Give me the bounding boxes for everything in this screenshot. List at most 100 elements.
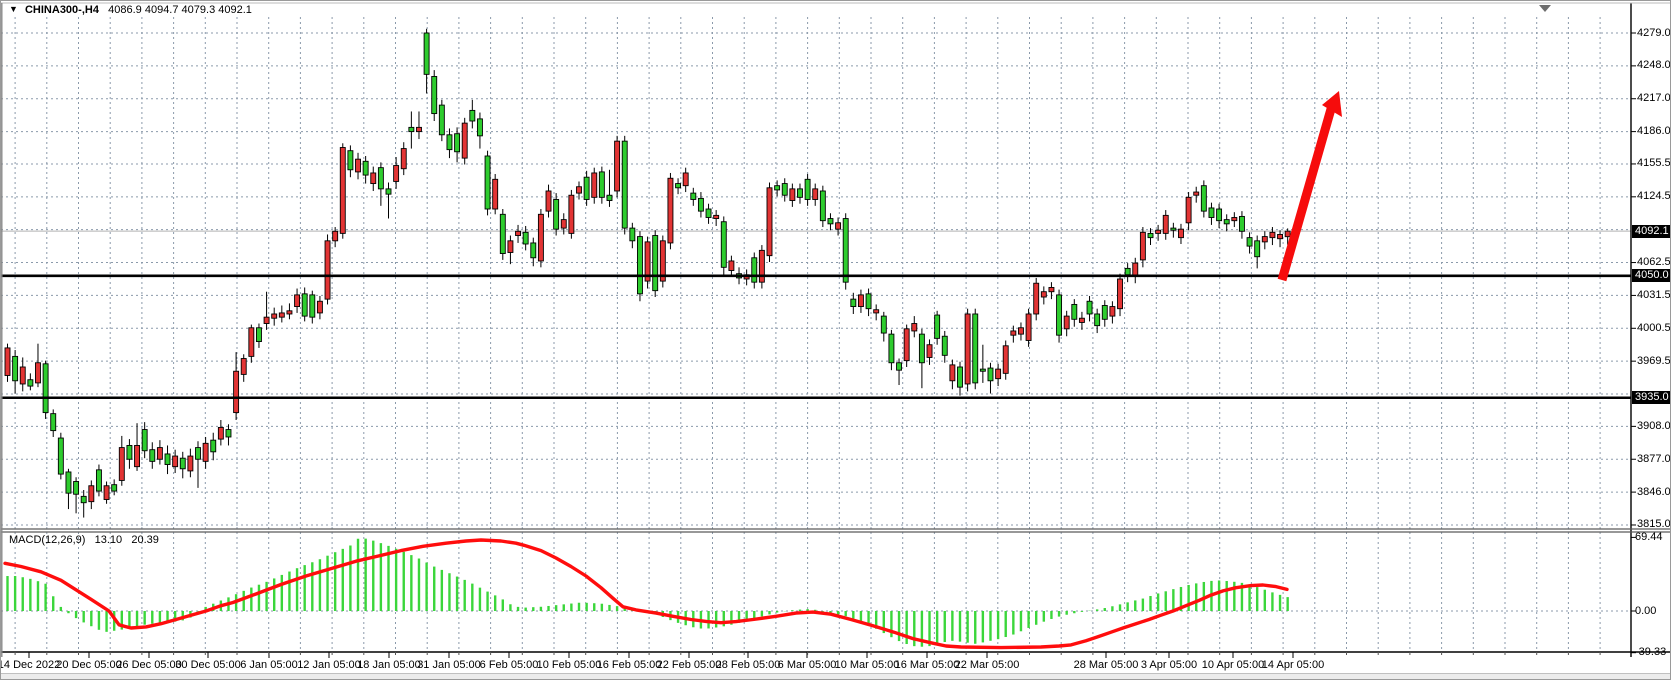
candle-down [979, 368, 986, 372]
price-axis-label: 3815.0 [1637, 518, 1671, 531]
candle-down [781, 183, 788, 196]
candle-down [850, 298, 857, 308]
candle-down [637, 236, 643, 295]
candle-down [606, 194, 613, 201]
candle-down [1124, 267, 1131, 276]
structure-lines [1, 274, 1631, 400]
candle-up [873, 309, 880, 314]
time-axis-label: 10 Mar 05:00 [834, 659, 900, 671]
macd-main-value: 13.10 [94, 534, 123, 546]
candle-down [1216, 208, 1223, 222]
trend-arrow-head [1322, 91, 1342, 117]
candle-down [530, 242, 537, 259]
price-axis-label: 4062.5 [1637, 256, 1671, 269]
candle-down [12, 355, 19, 382]
candle-up [1025, 313, 1032, 341]
price-axis-label: 3908.0 [1637, 419, 1671, 432]
candle-down [50, 413, 57, 432]
candle-down [583, 176, 590, 200]
candle-down [1254, 240, 1261, 258]
candle-up [1002, 345, 1009, 374]
candle-down [697, 197, 704, 212]
candle-up [172, 455, 179, 468]
time-axis-label: 3 Apr 05:00 [1140, 659, 1198, 671]
candle-down [522, 231, 529, 245]
candle-up [537, 213, 544, 262]
candle-up [400, 148, 407, 170]
time-axis-label: 12 Jan 05:00 [297, 659, 361, 671]
candle-down [347, 150, 354, 171]
candle-down [1101, 305, 1108, 320]
candle-down [141, 429, 148, 452]
candle-down [1170, 227, 1177, 231]
support-line-price-tag: 3935.0 [1632, 391, 1670, 405]
candle-up [1155, 229, 1162, 234]
candle-up [233, 370, 240, 414]
time-axis-label: 6 Mar 05:00 [777, 659, 837, 671]
candle-down [95, 469, 102, 492]
candle-up [461, 122, 468, 159]
macd-signal-value: 20.39 [131, 534, 159, 546]
candle-up [134, 445, 140, 468]
candle-down [819, 190, 826, 222]
chart-shift-marker-icon [1539, 5, 1551, 12]
candle-down [690, 192, 697, 200]
time-axis-label: 26 Dec 05:00 [116, 659, 182, 671]
candle-down [469, 109, 476, 122]
candle-up [355, 158, 361, 173]
candle-up [576, 186, 582, 194]
bottom-strip [1, 673, 1670, 679]
time-axis-label: 10 Apr 05:00 [1201, 659, 1265, 671]
candle-up [614, 140, 621, 192]
candle-down [705, 208, 712, 218]
candle-down [362, 160, 369, 176]
candle-up [370, 172, 377, 185]
candle-up [19, 366, 26, 385]
candle-down [1056, 294, 1063, 336]
candle-down [476, 118, 483, 137]
candle-up [926, 344, 933, 358]
candle-up [240, 358, 247, 375]
candle-down [65, 471, 72, 494]
symbol-dropdown-icon[interactable]: ▼ [9, 4, 18, 14]
candle-up [1185, 196, 1192, 224]
time-axis-label: 28 Mar 05:00 [1073, 659, 1139, 671]
candle-down [675, 183, 682, 189]
price-axis-label: 4279.0 [1637, 26, 1671, 39]
price-axis-label: 4217.0 [1637, 92, 1671, 105]
candle-down [408, 126, 415, 133]
candle-up [187, 455, 194, 472]
candle-down [888, 333, 895, 364]
candle-up [248, 327, 255, 357]
candle-down [1200, 185, 1207, 212]
candle-up [1261, 236, 1268, 243]
candle-up [644, 241, 651, 282]
price-axis-label: 4155.5 [1637, 157, 1671, 170]
candle-down [987, 367, 994, 382]
candle-down [797, 188, 803, 198]
candle-up [1033, 282, 1040, 315]
candle-up [1048, 287, 1055, 293]
price-axis-label: 3969.5 [1637, 354, 1671, 367]
time-axis-label: 22 Mar 05:00 [954, 659, 1020, 671]
macd-axis-label: -39.33 [1635, 646, 1667, 659]
macd-name: MACD(12,26,9) [9, 534, 86, 546]
candle-down [598, 171, 605, 198]
candle-down [1223, 219, 1230, 225]
candle-up [758, 249, 765, 283]
candle-up [88, 485, 95, 503]
candle-up [1132, 262, 1139, 277]
candle-up [1284, 230, 1291, 238]
macd-indicator-label: MACD(12,26,9) 13.10 20.39 [9, 534, 159, 546]
candle-down [256, 327, 262, 342]
candle-up [393, 165, 400, 182]
candle-down [896, 362, 902, 371]
panel-borders [1, 2, 1670, 657]
price-axis-label: 4000.5 [1637, 321, 1671, 334]
candle-up [492, 178, 499, 210]
candle-down [431, 76, 438, 115]
candle-up [964, 313, 971, 385]
candle-down [195, 447, 201, 460]
